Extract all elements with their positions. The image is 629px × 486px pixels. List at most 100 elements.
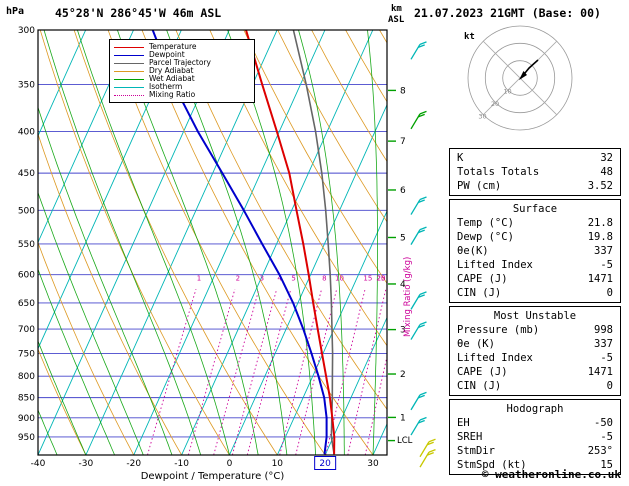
legend-label: Parcel Trajectory xyxy=(149,58,211,67)
pressure-tick-labels: 300 350 400 450 500 550 600 650 700 750 800 850 900 9… xyxy=(18,26,35,443)
table-row-label: Pressure (mb) xyxy=(457,324,540,336)
svg-text:30: 30 xyxy=(478,112,486,120)
table-row-label: θe (K) xyxy=(457,338,495,350)
svg-text:600: 600 xyxy=(18,271,35,281)
chart-legend: Temperature Dewpoint Parcel Trajectory Dry … xyxy=(109,39,255,103)
panel-section: Surface Temp (°C) 21.8 Dewp (°C) 19.8 θe(K) 33… xyxy=(449,199,621,303)
table-row: K 32 xyxy=(450,151,620,165)
km-axis-header-asl: ASL xyxy=(388,15,405,25)
svg-text:2: 2 xyxy=(236,274,240,282)
table-row-label: CIN (J) xyxy=(457,287,502,299)
table-row: Lifted Index -5 xyxy=(450,258,620,272)
panel-section: K 32 Totals Totals 48 PW (cm) 3.52 xyxy=(449,148,621,196)
panel-section-title: Hodograph xyxy=(506,403,564,415)
table-row: CIN (J) 0 xyxy=(450,286,620,300)
svg-text:5: 5 xyxy=(400,233,406,243)
hodograph: 10 20 30 xyxy=(467,25,573,131)
wind-barbs xyxy=(410,41,436,468)
table-row-value: -5 xyxy=(600,431,613,443)
legend-item: Mixing Ratio xyxy=(114,91,250,99)
svg-text:300: 300 xyxy=(18,26,35,36)
svg-text:700: 700 xyxy=(18,325,35,335)
legend-item: Temperature xyxy=(114,43,250,51)
svg-text:850: 850 xyxy=(18,394,35,404)
svg-text:25: 25 xyxy=(377,274,386,282)
table-row-label: Temp (°C) xyxy=(457,217,514,229)
table-row-label: Dewp (°C) xyxy=(457,231,514,243)
table-row: EH -50 xyxy=(450,416,620,430)
table-row: Temp (°C) 21.8 xyxy=(450,216,620,230)
svg-text:10: 10 xyxy=(272,459,284,469)
svg-text:8: 8 xyxy=(400,86,406,96)
svg-text:0: 0 xyxy=(227,459,233,469)
table-row-value: 1471 xyxy=(587,366,613,378)
copyright-credit: © weatheronline.co.uk xyxy=(481,468,621,481)
table-row-label: Totals Totals xyxy=(457,166,540,178)
table-row: θe(K) 337 xyxy=(450,244,620,258)
table-row-label: EH xyxy=(457,417,470,429)
table-row-label: θe(K) xyxy=(457,245,489,257)
table-row: CIN (J) 0 xyxy=(450,379,620,393)
temperature-curve xyxy=(245,30,336,455)
svg-text:15: 15 xyxy=(363,274,372,282)
svg-text:5: 5 xyxy=(291,274,295,282)
svg-text:-30: -30 xyxy=(79,459,94,469)
datetime-title: 21.07.2023 21GMT (Base: 00) xyxy=(414,6,601,20)
table-row: StmSpd (kt) 15 xyxy=(450,458,620,472)
table-row-label: Lifted Index xyxy=(457,352,533,364)
svg-text:500: 500 xyxy=(18,206,35,216)
hodograph-unit-label: kt xyxy=(464,32,475,42)
table-row: CAPE (J) 1471 xyxy=(450,365,620,379)
table-row-value: 21.8 xyxy=(587,217,613,229)
table-row-value: 1471 xyxy=(587,273,613,285)
table-row-label: SREH xyxy=(457,431,483,443)
svg-text:6: 6 xyxy=(400,186,406,196)
table-row: PW (cm) 3.52 xyxy=(450,179,620,193)
legend-label: Dewpoint xyxy=(149,50,185,59)
legend-swatch xyxy=(114,46,144,48)
svg-text:550: 550 xyxy=(18,240,35,250)
svg-text:800: 800 xyxy=(18,372,35,382)
isobar-lines xyxy=(38,30,387,438)
table-row: θe (K) 337 xyxy=(450,337,620,351)
table-row-value: 0 xyxy=(606,287,613,299)
location-title: 45°28'N 286°45'W 46m ASL xyxy=(55,6,222,20)
wet-adiabat-lines xyxy=(38,30,378,455)
svg-text:4: 4 xyxy=(400,280,406,290)
svg-text:8: 8 xyxy=(322,274,326,282)
legend-label: Wet Adiabat xyxy=(149,74,195,83)
km-axis-header: km xyxy=(391,4,402,14)
svg-text:450: 450 xyxy=(18,169,35,179)
table-row: Pressure (mb) 998 xyxy=(450,323,620,337)
temperature-axis-label: Dewpoint / Temperature (°C) xyxy=(140,471,285,482)
panel-section-title: Surface xyxy=(512,203,558,215)
legend-swatch xyxy=(114,62,144,64)
lcl-label: LCL xyxy=(397,436,413,446)
svg-text:950: 950 xyxy=(18,433,35,443)
svg-text:10: 10 xyxy=(503,87,511,95)
svg-text:3: 3 xyxy=(400,326,406,336)
svg-text:1: 1 xyxy=(400,413,406,423)
svg-text:4: 4 xyxy=(277,274,282,282)
legend-swatch xyxy=(114,70,144,72)
table-row-label: PW (cm) xyxy=(457,180,502,192)
legend-swatch xyxy=(114,86,144,88)
table-row-label: CAPE (J) xyxy=(457,273,508,285)
panel-section-title: Most Unstable xyxy=(493,310,577,322)
legend-label: Mixing Ratio xyxy=(149,90,196,99)
svg-text:10: 10 xyxy=(335,274,344,282)
table-row-label: K xyxy=(457,152,464,164)
table-row-value: 998 xyxy=(594,324,613,336)
km-axis-ticks: 8 7 6 5 4 3 2 1 xyxy=(388,86,406,442)
legend-swatch xyxy=(114,54,144,56)
table-row-value: 3.52 xyxy=(587,180,613,192)
pressure-axis-unit: hPa xyxy=(6,6,25,17)
svg-text:900: 900 xyxy=(18,414,35,424)
svg-text:750: 750 xyxy=(18,349,35,359)
legend-item: Parcel Trajectory xyxy=(114,59,250,67)
table-row-label: Lifted Index xyxy=(457,259,533,271)
svg-text:20: 20 xyxy=(319,459,331,469)
svg-text:20: 20 xyxy=(377,274,386,282)
plot-frame xyxy=(37,29,388,456)
panel-section: Most Unstable Pressure (mb) 998 θe (K) 337 Li… xyxy=(449,306,621,396)
